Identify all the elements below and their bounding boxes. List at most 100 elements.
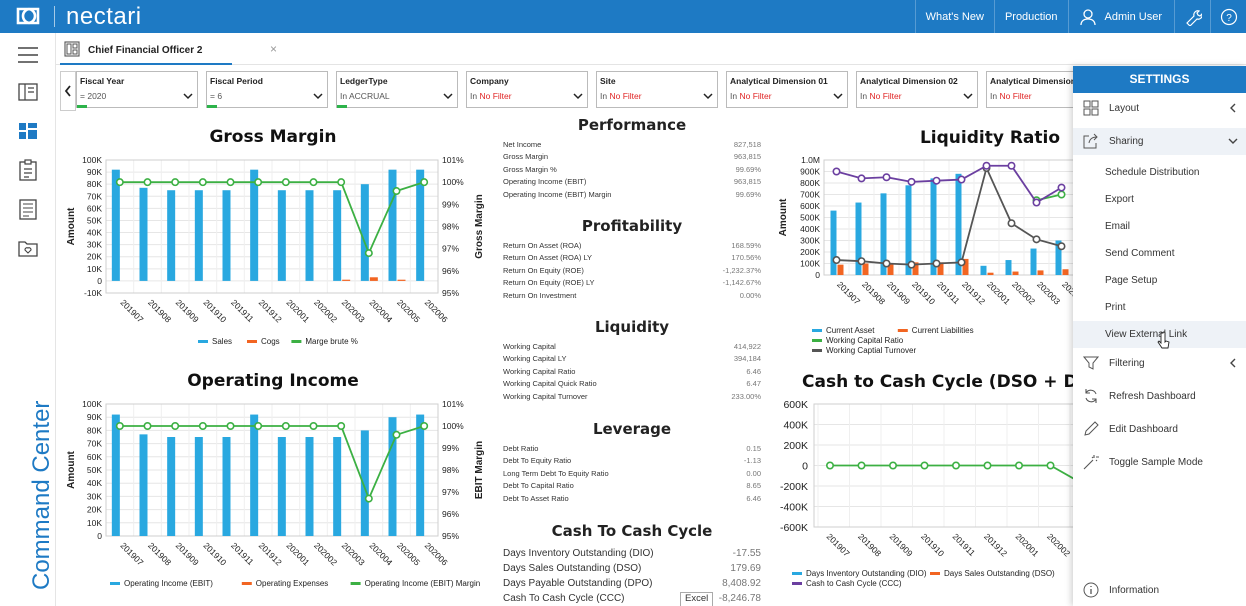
filter-value-text: No Filter — [739, 91, 772, 101]
legend-swatch — [350, 582, 361, 585]
menu-icon[interactable] — [16, 43, 40, 67]
filter-value: In ACCRUAL — [340, 91, 390, 101]
x-tick-label: 201911 — [935, 279, 962, 306]
bar-0 — [194, 437, 203, 536]
settings-filtering[interactable]: Filtering — [1073, 350, 1246, 377]
sharing-item[interactable]: Schedule Distribution — [1073, 159, 1246, 186]
kpi-value: -1.13 — [743, 456, 761, 466]
favorites-folder-icon[interactable] — [16, 236, 40, 260]
sharing-item[interactable]: Email — [1073, 213, 1246, 240]
y-tick-label: 80K — [87, 179, 102, 189]
filter-operator: = — [210, 91, 215, 101]
help-button[interactable]: ? — [1210, 0, 1246, 33]
chevron-down-icon[interactable] — [573, 92, 583, 100]
dashboard-icon[interactable] — [16, 119, 40, 143]
report-icon[interactable] — [16, 197, 40, 221]
filter-set-indicator — [337, 105, 347, 108]
filter-operator: In — [990, 91, 998, 101]
point-2 — [226, 178, 235, 187]
bar-0 — [930, 178, 937, 275]
x-tick-label: 201908 — [860, 279, 887, 306]
bar-0 — [360, 430, 369, 536]
chevron-down-icon[interactable] — [183, 92, 193, 100]
settings-layout-label: Layout — [1109, 103, 1140, 114]
settings-edit-dashboard[interactable]: Edit Dashboard — [1073, 416, 1246, 443]
legend-swatch — [812, 329, 822, 332]
y-tick-label: 100K — [800, 259, 820, 269]
point-3 — [1046, 461, 1055, 470]
filter-0[interactable]: Fiscal Year = 2020 — [76, 71, 198, 108]
settings-toggle-sample-mode[interactable]: Toggle Sample Mode — [1073, 449, 1246, 476]
sharing-item[interactable]: Export — [1073, 186, 1246, 213]
filter-6[interactable]: Analytical Dimension 02 In No Filter — [856, 71, 978, 108]
bar-0 — [222, 437, 231, 536]
filter-2[interactable]: LedgerType In ACCRUAL — [336, 71, 458, 108]
settings-layout[interactable]: Layout — [1073, 95, 1246, 122]
plot-border — [813, 403, 1074, 528]
y-axis-label: Amount — [778, 198, 789, 236]
sharing-item[interactable]: Page Setup — [1073, 267, 1246, 294]
whats-new-link[interactable]: What's New — [914, 0, 994, 33]
settings-sharing[interactable]: Sharing — [1073, 128, 1246, 155]
y-tick-label: 50K — [87, 215, 102, 225]
collapse-filters-button[interactable] — [60, 71, 76, 111]
y2-tick-label: 101% — [442, 399, 464, 409]
bar-1 — [1062, 269, 1069, 275]
wrench-icon — [1185, 9, 1202, 26]
sharing-item[interactable]: Print — [1073, 294, 1246, 321]
point-3 — [882, 259, 891, 268]
bar-0 — [111, 414, 120, 536]
chart-title: Gross Margin — [209, 127, 336, 147]
nectari-logo-icon[interactable] — [14, 6, 44, 26]
chevron-down-icon[interactable] — [833, 92, 843, 100]
filter-1[interactable]: Fiscal Period = 6 — [206, 71, 328, 108]
x-tick-label: 202005 — [395, 540, 422, 567]
kpi-label: Long Term Debt To Equity Ratio — [503, 468, 609, 478]
clipboard-icon[interactable] — [16, 158, 40, 182]
kpi-value: 99.69% — [735, 164, 761, 174]
y-tick-label: 50K — [87, 465, 102, 475]
kpi-value: 99.69% — [735, 189, 761, 199]
settings-information[interactable]: Information — [1073, 577, 1246, 604]
filter-icon — [1083, 356, 1099, 370]
filter-value-text: ACCRUAL — [349, 91, 390, 101]
brand-name: nectari — [66, 3, 142, 30]
kpi-section-title: Performance — [577, 116, 687, 134]
point-2 — [143, 421, 152, 430]
sharing-item[interactable]: Send Comment — [1073, 240, 1246, 267]
chevron-down-icon[interactable] — [443, 92, 453, 100]
x-tick-label: 201907 — [825, 531, 852, 558]
tab-bar: Chief Financial Officer 2 × — [56, 33, 1246, 65]
tab-close-button[interactable]: × — [270, 42, 278, 56]
kpi-value: -8,246.78 — [718, 593, 761, 604]
point-2 — [309, 421, 318, 430]
bar-0 — [388, 417, 397, 536]
point-4 — [1007, 161, 1016, 170]
bar-0 — [905, 185, 912, 275]
environment-production[interactable]: Production — [993, 0, 1068, 33]
line-3 — [830, 464, 1074, 480]
excel-export-button[interactable]: Excel — [680, 592, 714, 606]
settings-title: SETTINGS — [1073, 66, 1246, 93]
kpi-label: Operating Income (EBIT) Margin — [503, 189, 612, 199]
book-icon[interactable] — [16, 80, 40, 104]
settings-refresh-dashboard[interactable]: Refresh Dashboard — [1073, 383, 1246, 410]
point-3 — [983, 461, 992, 470]
legend-swatch — [792, 572, 802, 575]
chevron-down-icon[interactable] — [703, 92, 713, 100]
x-tick-label: 201907 — [835, 279, 862, 306]
filter-3[interactable]: Company In No Filter — [466, 71, 588, 108]
y-tick-label: 20K — [87, 252, 102, 262]
chevron-down-icon[interactable] — [963, 92, 973, 100]
filter-5[interactable]: Analytical Dimension 01 In No Filter — [726, 71, 848, 108]
kpi-section-title: Profitability — [581, 217, 683, 235]
user-menu[interactable]: Admin User — [1067, 0, 1174, 33]
tab-chief-financial-officer[interactable]: Chief Financial Officer 2 — [60, 37, 232, 65]
x-tick-label: 202006 — [423, 297, 450, 324]
plot-border — [105, 159, 439, 294]
tools-button[interactable] — [1174, 0, 1210, 33]
chevron-down-icon[interactable] — [313, 92, 323, 100]
filter-4[interactable]: Site In No Filter — [596, 71, 718, 108]
y2-tick-label: 95% — [442, 531, 459, 541]
kpi-value: 0.00 — [746, 468, 761, 478]
